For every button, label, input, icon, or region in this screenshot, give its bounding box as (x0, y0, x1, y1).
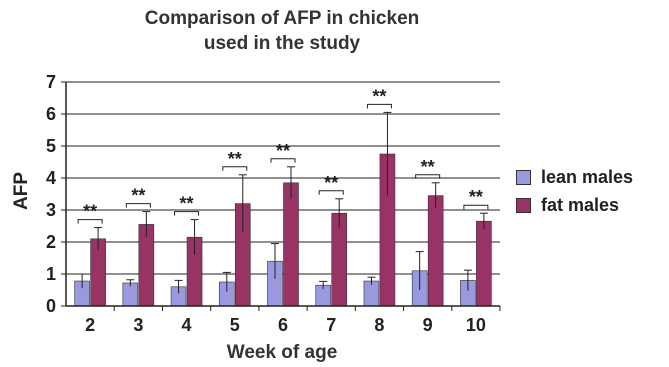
significance-bracket (463, 204, 489, 210)
legend: lean males fat males (516, 166, 633, 222)
gridlines (66, 81, 500, 275)
significance-bracket (125, 203, 151, 208)
x-tick-label: 2 (85, 315, 95, 335)
axes (61, 81, 501, 311)
x-tick-label: 7 (326, 315, 336, 335)
legend-label-lean-males: lean males (541, 166, 634, 187)
tick-labels: 0 1 2 3 4 5 6 7 2 3 4 5 6 7 8 9 10 (46, 72, 486, 335)
significance-bracket (77, 219, 103, 224)
chart-title-line-1: Comparison of AFP in chicken (144, 8, 420, 29)
y-axis-label: AFP (11, 172, 32, 210)
significance-bracket (366, 103, 392, 109)
bar-fat-males (476, 220, 492, 307)
x-tick-label: 5 (230, 315, 240, 335)
legend-label-fat-males: fat males (541, 194, 620, 215)
significance-markers: ** ** ** ** ** ** ** ** ** (77, 86, 489, 224)
y-tick-label: 2 (46, 232, 56, 252)
significance-label: ** (372, 86, 386, 106)
y-tick-label: 0 (46, 296, 56, 316)
significance-bracket (222, 166, 248, 171)
bar-lean-males (122, 282, 139, 307)
y-tick-label: 6 (46, 104, 56, 124)
significance-label: ** (131, 186, 145, 206)
x-tick-label: 9 (423, 315, 433, 335)
x-tick-label: 6 (278, 315, 288, 335)
x-tick-label: 4 (182, 315, 192, 335)
x-tick-label: 8 (374, 315, 384, 335)
bar-fat-males (283, 182, 299, 307)
x-tick-label: 10 (466, 315, 486, 335)
x-tick-label: 3 (133, 315, 143, 335)
significance-label: ** (228, 149, 242, 169)
y-tick-label: 3 (46, 200, 56, 220)
legend-swatch-fat-males (516, 197, 531, 213)
significance-bracket (270, 158, 296, 163)
significance-bracket (318, 190, 344, 195)
significance-label: ** (421, 157, 435, 177)
bar-fat-males (427, 195, 444, 307)
significance-label: ** (180, 194, 194, 214)
legend-item-lean-males: lean males (516, 166, 633, 188)
y-tick-label: 4 (46, 168, 56, 188)
legend-swatch-lean-males (516, 169, 531, 185)
y-tick-label: 1 (46, 264, 56, 284)
x-axis-label: Week of age (226, 342, 338, 363)
legend-item-fat-males: fat males (516, 194, 633, 216)
significance-bracket (174, 211, 200, 216)
y-tick-label: 7 (46, 72, 56, 92)
chart-title-line-2: used in the study (203, 33, 361, 54)
significance-bracket (415, 174, 441, 179)
significance-label: ** (324, 173, 338, 193)
significance-label: ** (276, 141, 290, 161)
error-bars (78, 111, 488, 294)
significance-label: ** (83, 202, 97, 222)
y-tick-label: 5 (46, 136, 56, 156)
bars (74, 153, 492, 307)
significance-label: ** (469, 187, 483, 207)
